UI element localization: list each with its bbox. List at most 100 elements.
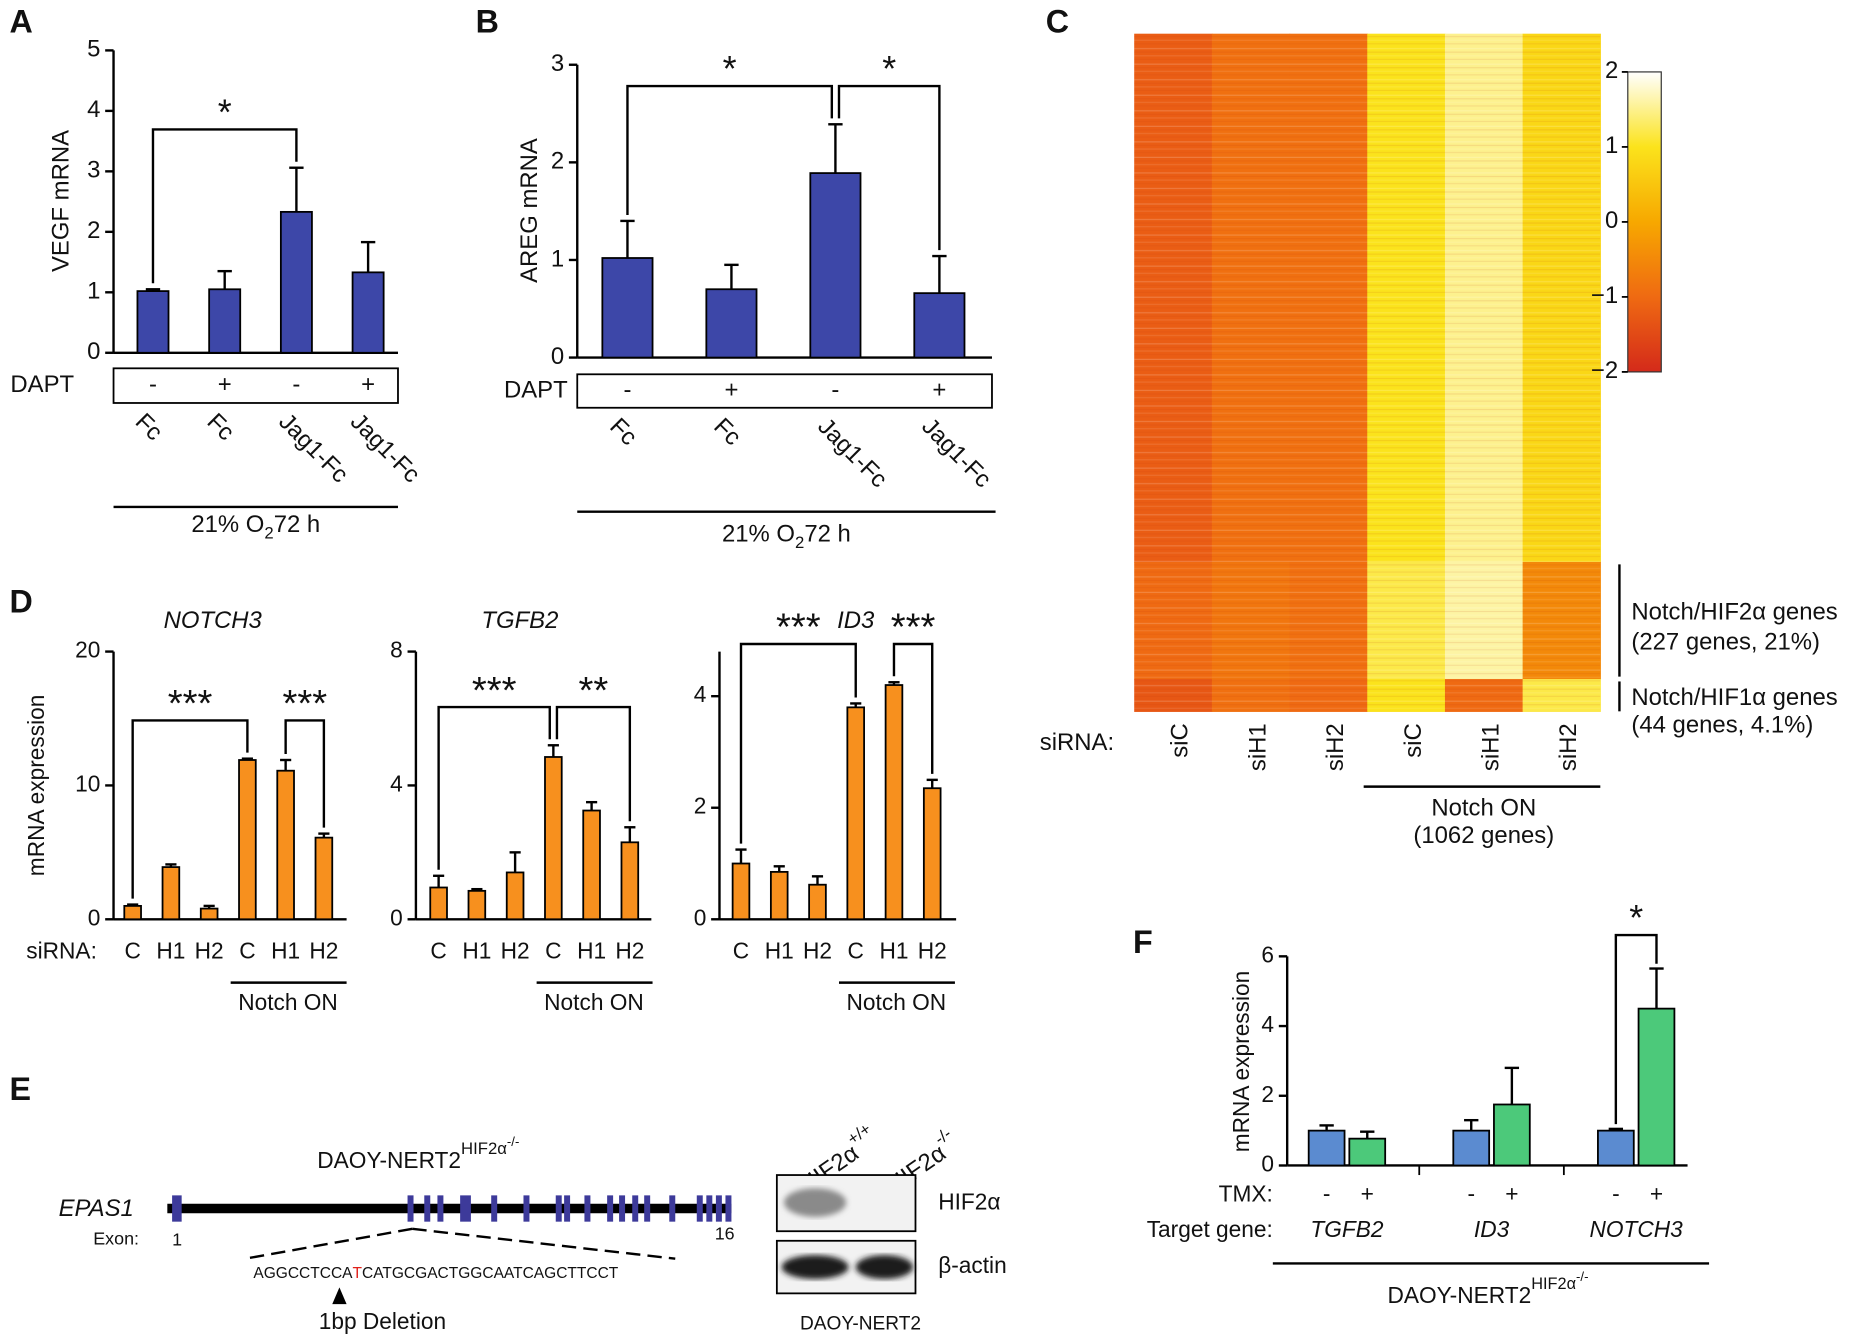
treatment-label: DAPT [10,371,74,398]
exon [619,1195,626,1222]
chart-title: NOTCH3 [164,607,263,634]
column-label: siH1 [1477,723,1504,771]
exon [644,1195,651,1222]
exon [706,1195,713,1222]
exon [555,1195,562,1222]
y-tick-label: 1 [87,278,100,305]
condition-label: 21% O272 h [722,521,851,552]
exon [424,1195,431,1222]
treatment-value: - [831,376,839,403]
gene-name: EPAS1 [59,1195,134,1222]
bar [1493,1103,1531,1167]
x-tick-label: H2 [195,938,224,964]
bar [705,288,758,359]
panel-letter: A [10,4,33,40]
significance-bracket [437,705,551,870]
bar [199,907,219,921]
bar [913,292,966,359]
bar [544,756,563,921]
bar [314,836,334,921]
bar [276,769,295,921]
significance-label: *** [776,606,821,649]
series-label: + [1361,1180,1374,1206]
y-tick-label: 4 [87,96,100,123]
treatment-value: + [724,376,738,403]
x-tick-label: H2 [918,938,947,964]
treatment-value: + [361,371,375,398]
significance-label: * [1629,898,1643,938]
column-label: siC [1167,723,1194,758]
y-tick-label: 4 [694,681,707,707]
blot-band [781,1255,849,1280]
bar [429,886,448,921]
panel-letter: F [1133,924,1153,960]
bar [123,905,142,921]
exon-label: Exon: [93,1228,139,1248]
x-tick-label: H2 [803,938,832,964]
x-tick-label: C [545,938,561,964]
zoom-line [244,1227,413,1260]
exon [584,1195,591,1222]
x-tick-label: C [124,938,140,964]
column-label: siC [1400,723,1427,758]
y-tick-label: 6 [1261,941,1274,967]
x-tick-label: Jag1-Fc [916,413,996,493]
title-sup2: -/- [507,1134,519,1149]
bar [809,172,862,359]
condition-label: DAOY-NERT2HIF2α-/- [1387,1269,1588,1308]
bar [351,271,385,354]
significance-label: *** [472,669,517,712]
column-label: siH2 [1322,723,1349,771]
x-tick-label: C [239,938,255,964]
bar [884,684,904,921]
x-tick-label: Fc [202,408,240,446]
x-tick-label: C [848,938,864,964]
colorbar-tick-label: 2 [1605,57,1618,84]
bar [846,706,865,921]
exons [172,1195,732,1222]
bar [505,871,525,921]
chart-title: TGFB2 [481,607,558,634]
significance-label: *** [891,606,936,649]
exon [564,1195,571,1222]
row-label: Notch/HIF1α genes [1631,684,1837,711]
exon [632,1195,639,1222]
treatment-value: - [623,376,631,403]
y-tick-label: 20 [75,637,100,663]
treatment-box [112,367,399,404]
condition-label-part: 21% O [191,511,264,538]
exon [715,1195,722,1222]
bar [731,862,751,921]
heatmap-texture [1134,33,1601,712]
exon [172,1195,182,1222]
series-label: - [1323,1180,1331,1206]
significance-bracket [837,84,941,251]
significance-bracket [131,719,249,899]
bar [467,889,487,921]
significance-label: *** [282,682,327,725]
bar [769,870,789,921]
condition-label-part: 2 [264,524,273,543]
cell-line: DAOY-NERT2 [800,1313,921,1334]
exon-first: 1 [172,1230,182,1250]
y-tick-label: 2 [1261,1081,1274,1107]
title-sup: HIF2α [461,1139,507,1158]
treatment-label: TMX: [1219,1180,1273,1206]
column-label: siH2 [1555,723,1582,771]
bar [208,288,242,354]
title-main: DAOY-NERT2 [317,1147,461,1173]
x-tick-label: H2 [615,938,644,964]
x-tick-label: H1 [879,938,908,964]
y-tick-label: 0 [551,343,564,370]
x-tick-label: C [733,938,749,964]
blot-band [855,1255,914,1280]
y-axis-label: mRNA expression [23,695,49,877]
condition-label-part: DAOY-NERT2 [1387,1282,1531,1308]
bar [1637,1007,1676,1167]
blot-band [784,1188,847,1217]
bar [238,759,257,921]
x-tick-label: Jag1-Fc [273,408,353,488]
exon [460,1195,471,1222]
bar [1452,1129,1491,1167]
bar [161,866,181,921]
